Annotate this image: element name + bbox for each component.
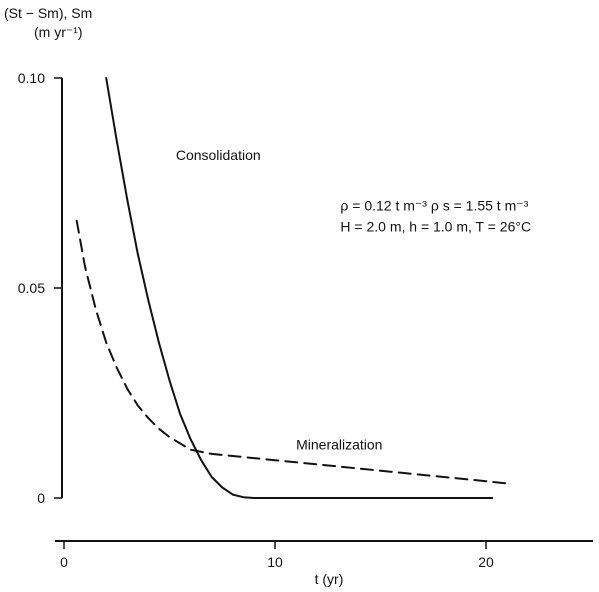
- y-ticks: 0 0.05 0.10: [18, 70, 62, 506]
- x-tick-label: 20: [478, 554, 494, 570]
- series-line-mineralization: [75, 219, 506, 485]
- x-ticks: 0 10 20: [60, 541, 494, 570]
- series-layer: [75, 77, 506, 499]
- y-axis-title-line1: (St − Sm), Sm: [4, 5, 92, 21]
- x-axis-title: t (yr): [315, 571, 344, 587]
- x-tick-label: 10: [267, 554, 283, 570]
- annotation-label: Consolidation: [176, 147, 261, 163]
- y-axis-title-line2: (m yr⁻¹): [34, 24, 83, 40]
- x-tick-label: 0: [60, 554, 68, 570]
- y-axis-title: (St − Sm), Sm (m yr⁻¹): [4, 5, 92, 40]
- series-line-consolidation: [105, 77, 494, 499]
- y-tick-label: 0.05: [18, 280, 45, 296]
- annotation-label: Mineralization: [296, 437, 382, 453]
- annotation-layer: Consolidation Mineralization ρ = 0.12 t m⁻…: [176, 147, 531, 453]
- annotation-label: H = 2.0 m, h = 1.0 m, T = 26°C: [340, 218, 531, 234]
- y-tick-label: 0.10: [18, 70, 45, 86]
- y-tick-label: 0: [37, 490, 45, 506]
- annotation-label: ρ = 0.12 t m⁻³ ρ s = 1.55 t m⁻³: [340, 197, 528, 213]
